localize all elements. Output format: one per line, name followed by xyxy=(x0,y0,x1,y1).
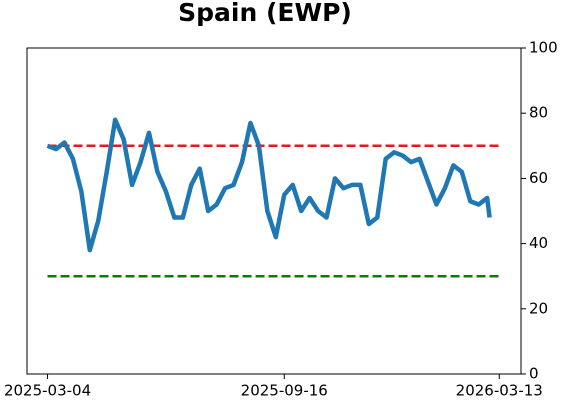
x-tick-label: 2025-09-16 xyxy=(241,382,328,400)
data-line xyxy=(46,117,492,253)
y-tick-label: 0 xyxy=(529,365,539,383)
y-tick-label: 80 xyxy=(529,104,548,122)
chart-title: Spain (EWP) xyxy=(178,0,352,27)
y-tick-label: 40 xyxy=(529,234,548,252)
plot-frame xyxy=(26,47,522,375)
y-tick-label: 60 xyxy=(529,169,548,187)
x-tick-label: 2025-03-04 xyxy=(4,382,91,400)
x-tick-label: 2026-03-13 xyxy=(456,382,543,400)
y-tick-label: 20 xyxy=(529,299,548,317)
y-tick-label: 100 xyxy=(529,39,558,57)
